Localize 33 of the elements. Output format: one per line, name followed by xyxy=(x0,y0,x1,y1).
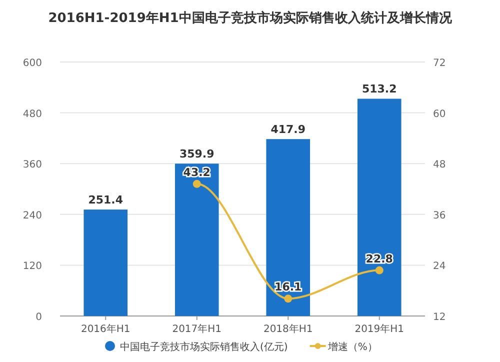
legend-label: 中国电子竞技市场实际销售收入(亿元) xyxy=(120,341,288,353)
data-label: 251.4 xyxy=(88,194,124,207)
x-tick-label: 2018年H1 xyxy=(263,323,313,335)
data-label: 22.8 xyxy=(366,252,393,266)
x-tick-label: 2017年H1 xyxy=(172,323,222,335)
data-label: 43.2 xyxy=(183,166,210,179)
data-label: 359.9 xyxy=(179,148,214,161)
x-tick-label: 2016年H1 xyxy=(80,323,130,335)
chart-title: 2016H1-2019年H1中国电子竞技市场实际销售收入统计及增长情况 xyxy=(48,10,453,26)
y-tick-label: 360 xyxy=(22,160,42,171)
y-tick-label: 120 xyxy=(22,261,42,272)
bar xyxy=(266,139,310,316)
y2-tick-label: 48 xyxy=(433,160,446,171)
bar xyxy=(84,210,128,316)
y-tick-label: 0 xyxy=(36,312,42,323)
y2-tick-label: 72 xyxy=(433,58,446,69)
point xyxy=(375,266,384,274)
point xyxy=(192,180,201,188)
data-label: 16.1 xyxy=(274,280,302,294)
y-tick-label: 240 xyxy=(22,210,42,222)
y2-tick-label: 60 xyxy=(433,108,446,120)
x-tick-label: 2019年H1 xyxy=(354,323,404,335)
legend-label: 增速（%） xyxy=(326,341,378,353)
point xyxy=(284,294,292,303)
y2-tick-label: 12 xyxy=(433,312,446,323)
y2-tick-label: 24 xyxy=(433,261,446,272)
bar xyxy=(174,164,219,316)
data-label: 513.2 xyxy=(362,82,397,96)
y-tick-label: 480 xyxy=(22,108,42,120)
y2-tick-label: 36 xyxy=(433,210,446,222)
data-label: 417.9 xyxy=(270,123,306,136)
y-tick-label: 600 xyxy=(22,58,42,69)
bar xyxy=(357,98,402,316)
